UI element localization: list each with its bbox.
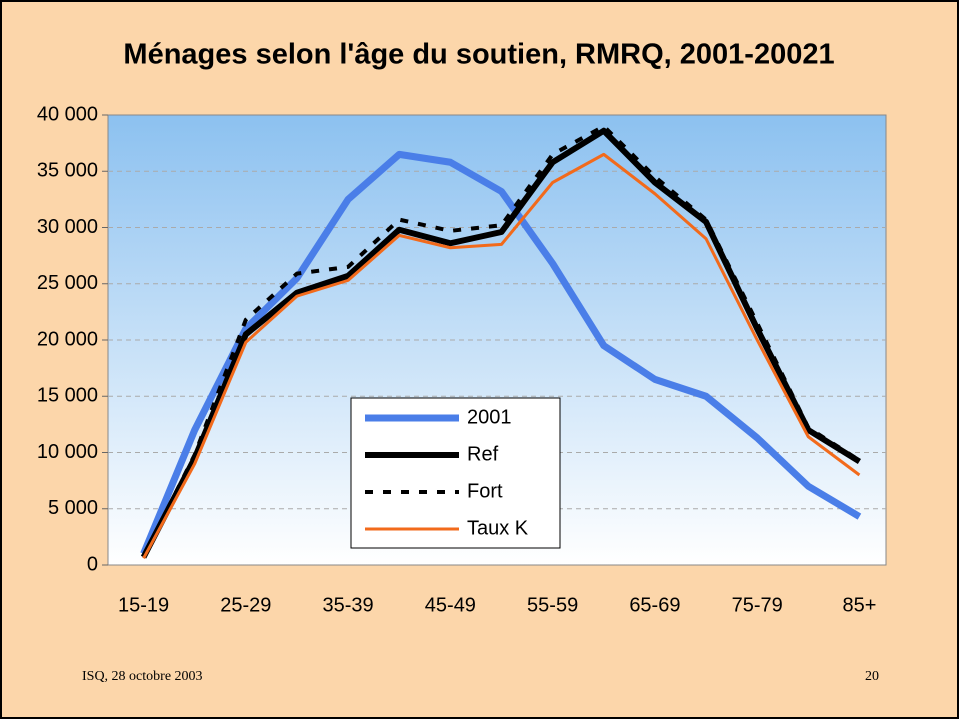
series-line bbox=[142, 152, 861, 559]
x-tick-label: 85+ bbox=[842, 594, 876, 616]
x-tick-label: 75-79 bbox=[732, 594, 783, 616]
x-tick-label: 35-39 bbox=[323, 594, 374, 616]
legend-label: Fort bbox=[467, 480, 503, 502]
x-tick-label: 15-19 bbox=[118, 594, 169, 616]
y-tick-label: 30 000 bbox=[37, 216, 98, 238]
chart-title: Ménages selon l'âge du soutien, RMRQ, 20… bbox=[123, 39, 834, 71]
x-tick-label: 45-49 bbox=[425, 594, 476, 616]
y-tick-label: 25 000 bbox=[37, 272, 98, 294]
y-tick-label: 40 000 bbox=[37, 103, 98, 125]
y-tick-label: 10 000 bbox=[37, 441, 98, 463]
x-tick-label: 65-69 bbox=[629, 594, 680, 616]
x-tick-label: 55-59 bbox=[527, 594, 578, 616]
series-line bbox=[140, 150, 862, 556]
x-tick-label: 25-29 bbox=[220, 594, 271, 616]
legend-box bbox=[350, 397, 561, 549]
y-tick-label: 20 000 bbox=[37, 328, 98, 350]
legend-label: Ref bbox=[467, 443, 499, 465]
y-tick-label: 15 000 bbox=[37, 385, 98, 407]
y-tick-label: 35 000 bbox=[37, 160, 98, 182]
y-tick-label: 5 000 bbox=[48, 497, 98, 519]
legend-label: Taux K bbox=[467, 517, 529, 539]
footer-page: 20 bbox=[865, 669, 879, 684]
footer-source: ISQ, 28 octobre 2003 bbox=[82, 669, 203, 684]
legend-label: 2001 bbox=[467, 406, 512, 428]
y-tick-label: 0 bbox=[87, 553, 98, 575]
